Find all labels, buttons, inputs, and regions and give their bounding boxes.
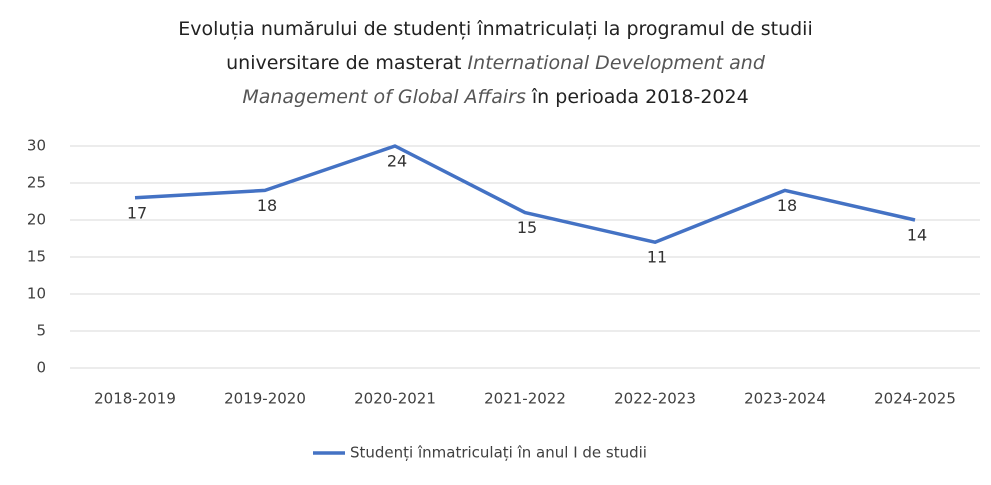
- legend-label: Studenți înmatriculați în anul I de stud…: [350, 444, 647, 462]
- x-tick-label: 2023-2024: [744, 390, 826, 408]
- data-label: 18: [257, 196, 277, 215]
- x-tick-label: 2020-2021: [354, 390, 436, 408]
- title-part: Evoluția numărului de studenți înmatricu…: [178, 18, 813, 40]
- y-tick-label: 5: [36, 322, 46, 340]
- x-tick-label: 2022-2023: [614, 390, 696, 408]
- x-tick-label: 2021-2022: [484, 390, 566, 408]
- x-tick-label: 2019-2020: [224, 390, 306, 408]
- x-tick-label: 2018-2019: [94, 390, 176, 408]
- data-label: 24: [387, 152, 407, 171]
- chart-title: Evoluția numărului de studenți înmatricu…: [0, 12, 991, 114]
- title-part: International Development and: [467, 52, 765, 74]
- y-tick-label: 0: [36, 359, 46, 377]
- y-tick-label: 20: [27, 211, 46, 229]
- y-tick-label: 15: [27, 248, 46, 266]
- title-part: universitare de masterat: [226, 52, 462, 74]
- data-label: 11: [647, 248, 667, 267]
- title-part: în perioada 2018-2024: [531, 86, 749, 108]
- data-line: [134, 144, 916, 244]
- data-label: 15: [517, 218, 537, 237]
- y-tick-label: 10: [27, 285, 46, 303]
- title-part: Management of Global Affairs: [242, 86, 526, 108]
- data-label: 18: [777, 196, 797, 215]
- data-label: 17: [127, 203, 147, 222]
- y-tick-label: 30: [27, 137, 46, 155]
- data-label: 14: [907, 226, 927, 245]
- x-tick-label: 2024-2025: [874, 390, 956, 408]
- y-tick-label: 25: [27, 174, 46, 192]
